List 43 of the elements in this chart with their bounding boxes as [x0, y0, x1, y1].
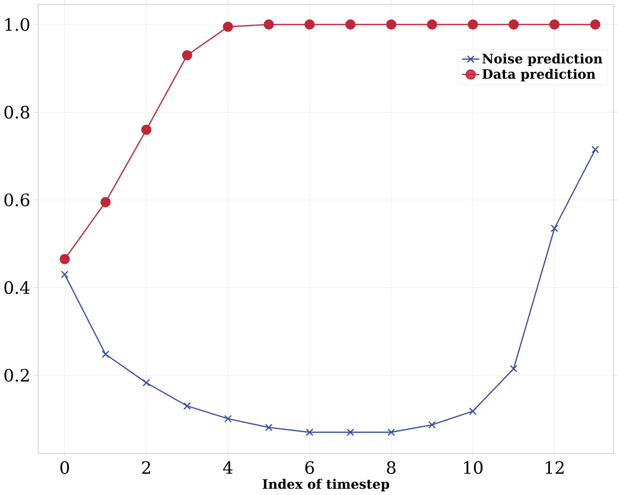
x-tick-label: 2: [142, 461, 150, 474]
x-tick-label: 12: [546, 461, 564, 474]
x-tick-label: 4: [223, 461, 233, 474]
point: [549, 20, 560, 30]
point: [428, 421, 436, 429]
x-tick-label: 10: [464, 461, 483, 474]
y-tick-label: 0.6: [4, 194, 30, 206]
point: [224, 415, 232, 423]
legend-label: Data prediction: [482, 68, 596, 82]
point: [182, 50, 192, 60]
point: [264, 424, 273, 432]
point: [550, 224, 558, 232]
point: [468, 20, 478, 30]
point: [60, 254, 70, 264]
point: [469, 408, 477, 416]
y-tick-label: 0.4: [4, 281, 30, 294]
point: [510, 365, 518, 373]
point: [100, 197, 111, 208]
x-tick-label: 0: [60, 461, 69, 474]
point: [508, 20, 519, 30]
point: [102, 350, 110, 358]
point: [222, 22, 234, 32]
point: [142, 379, 150, 387]
point: [346, 428, 354, 436]
y-tick-label: 1.0: [5, 18, 30, 32]
y-tick-label: 0.2: [4, 368, 29, 382]
point: [60, 270, 68, 278]
x-axis-title: Index of timestep: [262, 478, 390, 492]
point: [345, 20, 356, 30]
y-tick-label: 0.8: [4, 106, 30, 119]
point: [183, 402, 191, 410]
point: [426, 20, 438, 30]
point: [591, 146, 600, 154]
point: [387, 428, 395, 436]
point: [590, 20, 600, 30]
x-tick-label: 8: [386, 461, 396, 474]
point: [386, 20, 396, 30]
legend-label: Noise prediction: [482, 54, 602, 66]
point: [141, 124, 152, 135]
point: [304, 20, 315, 30]
point: [264, 20, 274, 30]
x-tick-label: 6: [305, 461, 314, 474]
point: [306, 428, 314, 436]
